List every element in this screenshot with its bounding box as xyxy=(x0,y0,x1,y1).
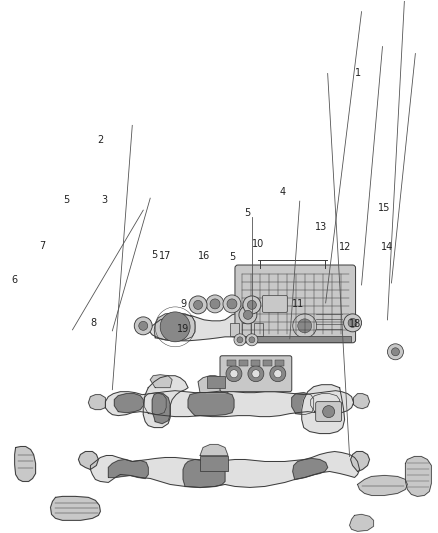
Circle shape xyxy=(194,301,202,309)
Circle shape xyxy=(237,337,243,343)
FancyBboxPatch shape xyxy=(316,402,342,422)
Circle shape xyxy=(348,318,357,327)
Polygon shape xyxy=(353,394,370,409)
Polygon shape xyxy=(183,459,225,487)
Polygon shape xyxy=(90,451,360,487)
Polygon shape xyxy=(292,309,343,342)
Circle shape xyxy=(234,334,246,346)
FancyBboxPatch shape xyxy=(262,295,287,312)
Text: 16: 16 xyxy=(198,251,210,261)
Text: 5: 5 xyxy=(244,208,250,218)
Polygon shape xyxy=(144,393,166,415)
Circle shape xyxy=(239,306,257,324)
Text: 15: 15 xyxy=(378,203,391,213)
Text: 2: 2 xyxy=(97,135,103,146)
Polygon shape xyxy=(188,393,234,416)
Polygon shape xyxy=(200,445,228,456)
Polygon shape xyxy=(143,376,188,427)
Polygon shape xyxy=(406,456,431,496)
Circle shape xyxy=(210,299,220,309)
Text: 10: 10 xyxy=(252,239,264,249)
Circle shape xyxy=(189,296,207,314)
Text: 5: 5 xyxy=(64,195,70,205)
Polygon shape xyxy=(148,312,273,341)
Text: 14: 14 xyxy=(381,242,394,252)
Circle shape xyxy=(244,310,252,319)
Circle shape xyxy=(139,321,148,330)
Circle shape xyxy=(243,296,261,314)
Polygon shape xyxy=(293,458,328,480)
Bar xyxy=(227,360,236,366)
Polygon shape xyxy=(108,459,148,479)
Circle shape xyxy=(160,312,190,342)
Text: 3: 3 xyxy=(101,195,107,205)
Text: 11: 11 xyxy=(292,299,304,309)
Polygon shape xyxy=(250,312,273,340)
Text: 6: 6 xyxy=(11,275,18,285)
Bar xyxy=(207,376,225,387)
Circle shape xyxy=(134,317,152,335)
Circle shape xyxy=(388,344,403,360)
Bar xyxy=(251,360,260,366)
Polygon shape xyxy=(150,375,172,387)
Circle shape xyxy=(293,314,317,338)
Bar xyxy=(254,323,263,336)
Text: 8: 8 xyxy=(90,318,96,328)
Polygon shape xyxy=(114,394,143,413)
Bar xyxy=(263,360,272,366)
Polygon shape xyxy=(14,447,35,481)
Circle shape xyxy=(246,334,258,346)
Text: 5: 5 xyxy=(229,252,235,262)
Bar xyxy=(239,360,248,366)
Circle shape xyxy=(270,366,286,382)
Polygon shape xyxy=(350,514,374,531)
Circle shape xyxy=(274,370,282,378)
Polygon shape xyxy=(152,393,170,424)
Polygon shape xyxy=(78,451,99,470)
Circle shape xyxy=(247,301,256,309)
Polygon shape xyxy=(302,385,345,433)
Bar xyxy=(275,360,284,366)
Circle shape xyxy=(227,299,237,309)
Polygon shape xyxy=(50,496,100,520)
Text: 12: 12 xyxy=(339,242,352,252)
Text: 18: 18 xyxy=(350,319,362,329)
Polygon shape xyxy=(154,313,195,341)
Bar xyxy=(200,456,228,472)
Bar xyxy=(230,323,239,336)
Circle shape xyxy=(230,370,238,378)
Text: 5: 5 xyxy=(151,250,157,260)
Polygon shape xyxy=(292,393,314,415)
Text: 19: 19 xyxy=(177,324,189,334)
Text: 7: 7 xyxy=(39,241,46,251)
Text: 4: 4 xyxy=(280,187,286,197)
Circle shape xyxy=(252,370,260,378)
Circle shape xyxy=(226,366,242,382)
Polygon shape xyxy=(357,475,407,495)
Text: 13: 13 xyxy=(314,222,327,232)
FancyBboxPatch shape xyxy=(235,265,356,343)
Circle shape xyxy=(206,295,224,313)
Circle shape xyxy=(249,337,255,343)
Circle shape xyxy=(343,314,361,332)
Circle shape xyxy=(392,348,399,356)
Bar xyxy=(242,323,251,336)
Circle shape xyxy=(323,406,335,417)
Polygon shape xyxy=(88,394,106,410)
Text: 1: 1 xyxy=(354,68,360,77)
Text: 17: 17 xyxy=(159,251,171,261)
Circle shape xyxy=(223,295,241,313)
Polygon shape xyxy=(350,451,370,472)
Polygon shape xyxy=(106,391,353,417)
Text: 9: 9 xyxy=(180,299,186,309)
Polygon shape xyxy=(198,376,228,393)
Circle shape xyxy=(248,366,264,382)
Circle shape xyxy=(298,319,312,333)
Polygon shape xyxy=(311,394,339,413)
Bar xyxy=(240,336,350,342)
FancyBboxPatch shape xyxy=(220,356,292,392)
